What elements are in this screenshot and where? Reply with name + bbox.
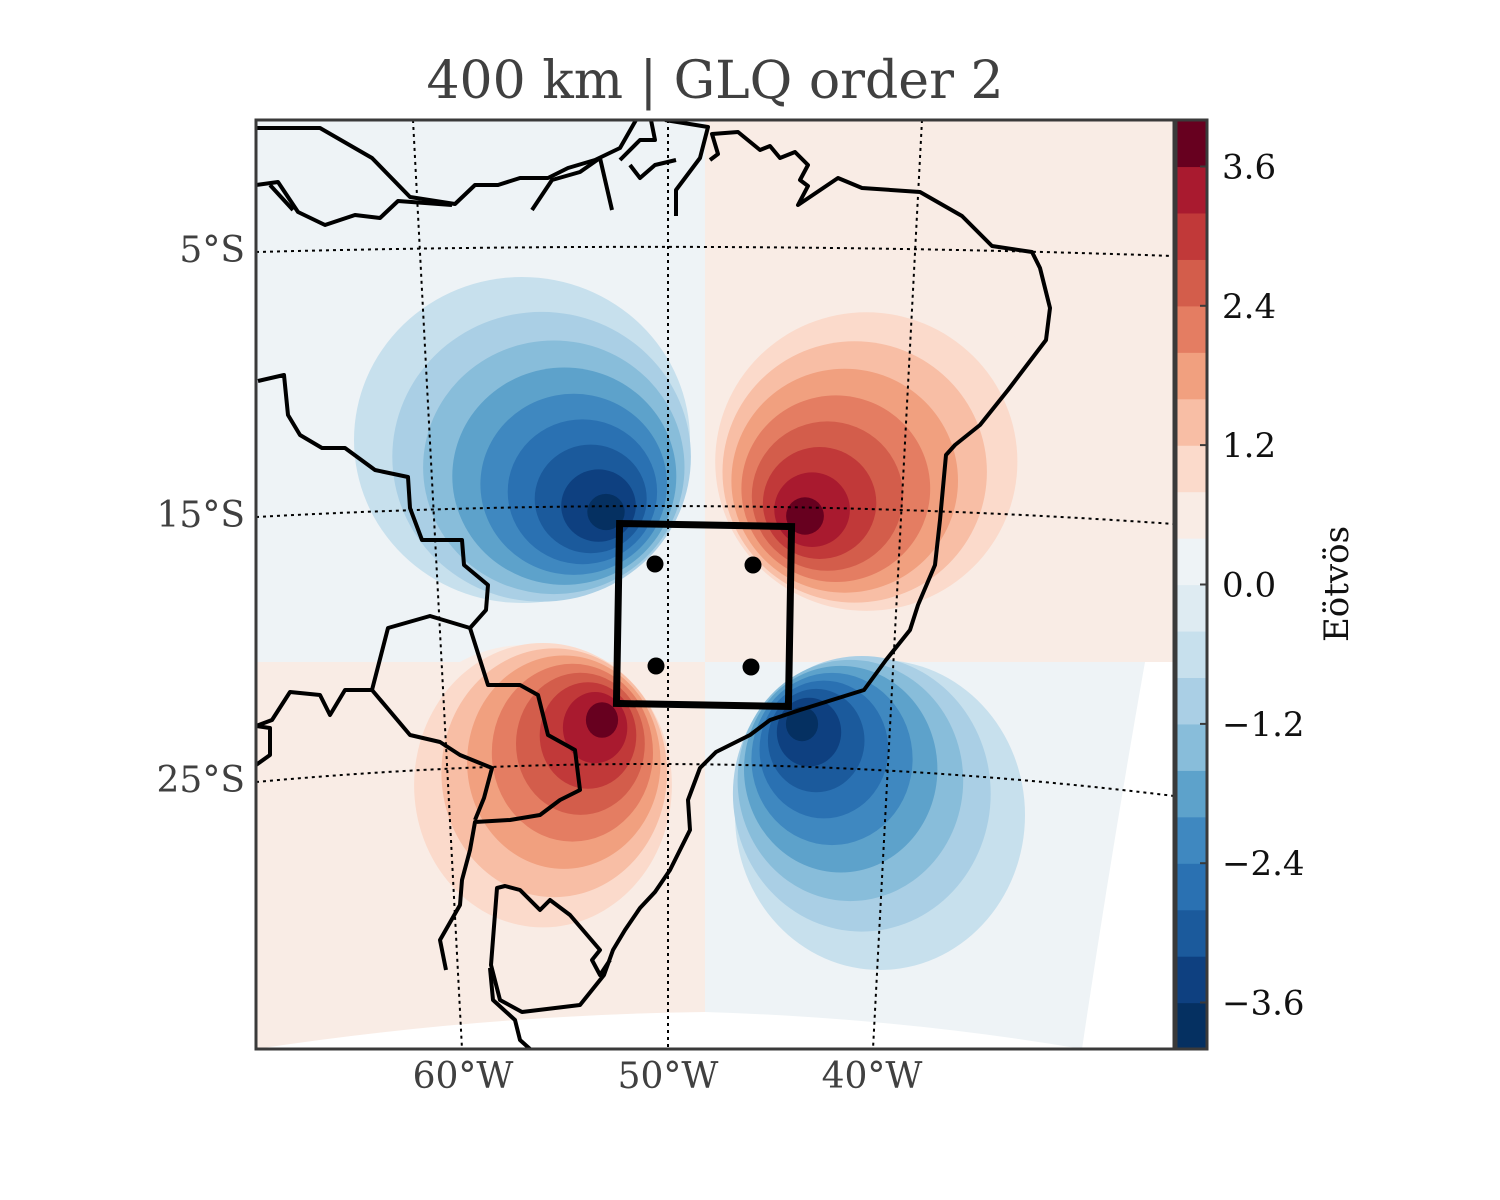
colorbar-band xyxy=(1176,1002,1207,1050)
colorbar-tick-label: −3.6 xyxy=(1222,984,1305,1024)
colorbar-band xyxy=(1176,445,1207,493)
colorbar-tick-label: 3.6 xyxy=(1222,148,1276,188)
colorbar-band xyxy=(1176,770,1207,818)
colorbar-band xyxy=(1176,120,1207,168)
meridian-60w xyxy=(412,120,463,1049)
graticule xyxy=(256,120,1174,1049)
colorbar-ticks: 3.6 2.4 1.2 0.0 −1.2 −2.4 −3.6 xyxy=(1200,148,1305,1024)
parallel-25s xyxy=(256,763,1174,797)
colorbar-band xyxy=(1176,166,1207,214)
coastline-amazon-delta xyxy=(530,120,710,216)
colorbar: 3.6 2.4 1.2 0.0 −1.2 −2.4 −3.6 Eötvös xyxy=(1174,118,1357,1051)
colorbar-band xyxy=(1176,259,1207,307)
colorbar-band xyxy=(1176,723,1207,771)
tesseroid-outline xyxy=(612,519,796,711)
colorbar-bands xyxy=(1176,120,1207,1050)
meridian-40w xyxy=(872,120,923,1049)
colorbar-band xyxy=(1176,816,1207,864)
colorbar-tick-label: −2.4 xyxy=(1222,844,1305,884)
lon-label-60w: 60°W xyxy=(413,1056,514,1097)
lon-label-50w: 50°W xyxy=(618,1056,719,1097)
map-area xyxy=(254,118,1176,1051)
contour-level xyxy=(587,493,625,531)
lat-label-5s: 5°S xyxy=(179,230,245,271)
point-mass-1 xyxy=(646,555,664,573)
parallel-15s xyxy=(256,505,1174,525)
border-argentina xyxy=(438,627,582,971)
anomaly-upper-left xyxy=(354,277,691,603)
colorbar-band xyxy=(1176,863,1207,911)
coastline-brazil-east xyxy=(489,130,1052,1014)
coastlines xyxy=(256,120,1052,1049)
colorbar-tick-label: 1.2 xyxy=(1222,426,1276,466)
colorbar-band xyxy=(1176,584,1207,632)
colorbar-band xyxy=(1176,677,1207,725)
point-mass-3 xyxy=(647,657,665,675)
colorbar-band xyxy=(1176,212,1207,260)
anomaly-upper-right xyxy=(715,277,1055,613)
border-uruguay xyxy=(488,967,532,1049)
coastline-venezuela-inlet xyxy=(268,183,295,212)
border-paraguay xyxy=(370,688,494,821)
colorbar-band xyxy=(1176,909,1207,957)
point-mass-4 xyxy=(742,658,760,676)
lat-label-25s: 25°S xyxy=(157,760,245,801)
map-frame xyxy=(254,118,1176,1051)
contour-level xyxy=(585,702,619,738)
lat-label-15s: 15°S xyxy=(157,495,245,536)
parallel-5s xyxy=(256,245,1174,257)
colorbar-band xyxy=(1176,538,1207,586)
colorbar-band xyxy=(1176,305,1207,353)
colorbar-band xyxy=(1176,398,1207,446)
colorbar-tick-label: 2.4 xyxy=(1222,287,1276,327)
border-bolivia xyxy=(256,724,272,767)
colorbar-band xyxy=(1176,352,1207,400)
contour-level xyxy=(785,706,819,742)
point-mass-2 xyxy=(744,556,762,574)
anomaly-lower-right xyxy=(732,656,1025,970)
border-brazil-west xyxy=(256,373,490,728)
colorbar-band xyxy=(1176,956,1207,1004)
colorbar-tick-label: −1.2 xyxy=(1222,705,1305,745)
colorbar-tick-label: 0.0 xyxy=(1222,566,1276,606)
colorbar-label: Eötvös xyxy=(1317,526,1357,642)
chart-title: 400 km | GLQ order 2 xyxy=(426,51,1003,111)
lon-label-40w: 40°W xyxy=(822,1056,923,1097)
colorbar-band xyxy=(1176,630,1207,678)
anomaly-lower-left xyxy=(380,643,672,965)
coastline-venezuela xyxy=(256,180,453,227)
colorbar-band xyxy=(1176,491,1207,539)
